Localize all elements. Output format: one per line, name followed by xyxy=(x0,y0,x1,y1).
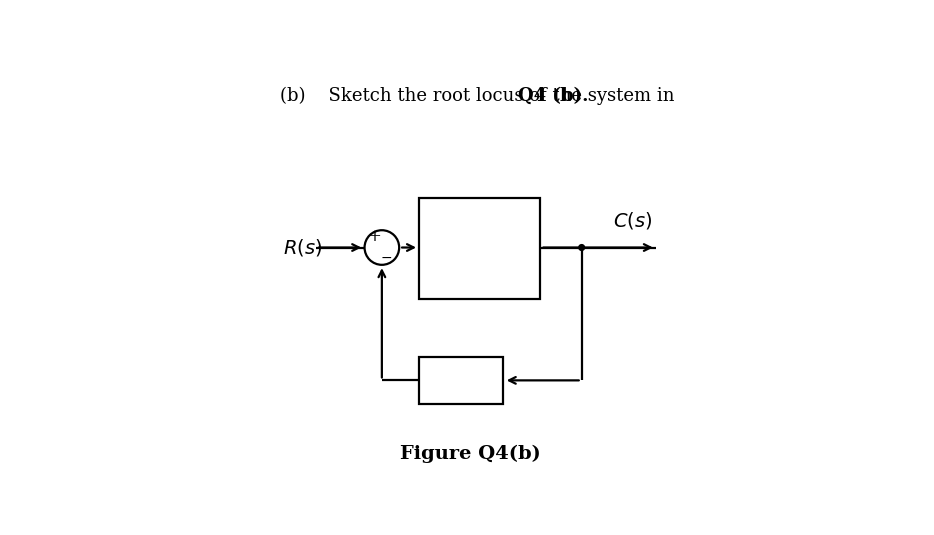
Text: $R(s)$: $R(s)$ xyxy=(283,237,322,258)
Text: −: − xyxy=(380,251,392,265)
Circle shape xyxy=(579,244,585,250)
Text: Figure Q4(b): Figure Q4(b) xyxy=(400,445,541,463)
Text: $C(s)$: $C(s)$ xyxy=(614,210,653,231)
Bar xyxy=(419,198,541,299)
Bar xyxy=(419,357,503,404)
Text: $K$: $K$ xyxy=(472,218,488,236)
Text: $2s+10$: $2s+10$ xyxy=(428,371,494,389)
Text: +: + xyxy=(367,228,381,245)
Text: $s(s^2+2s+2)$: $s(s^2+2s+2)$ xyxy=(425,265,535,288)
Text: Q4 (b).: Q4 (b). xyxy=(517,87,588,105)
Text: (b)    Sketch the root locus of the system in: (b) Sketch the root locus of the system … xyxy=(280,87,680,105)
